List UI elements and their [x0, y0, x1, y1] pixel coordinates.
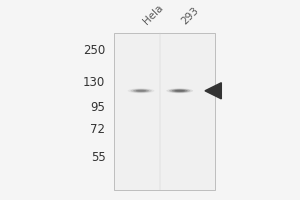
Text: 95: 95 — [91, 101, 105, 114]
Text: 55: 55 — [91, 151, 105, 164]
Ellipse shape — [169, 89, 190, 93]
Text: 72: 72 — [90, 123, 105, 136]
Ellipse shape — [130, 89, 152, 93]
Ellipse shape — [172, 89, 188, 92]
Ellipse shape — [128, 88, 154, 93]
Text: Hela: Hela — [141, 2, 165, 26]
Text: 250: 250 — [83, 44, 105, 57]
Ellipse shape — [166, 88, 193, 93]
Ellipse shape — [174, 90, 185, 92]
Text: 293: 293 — [180, 5, 201, 26]
FancyBboxPatch shape — [114, 33, 215, 190]
Text: 130: 130 — [83, 76, 105, 89]
Ellipse shape — [133, 89, 149, 92]
Ellipse shape — [136, 90, 146, 92]
Polygon shape — [205, 83, 221, 99]
